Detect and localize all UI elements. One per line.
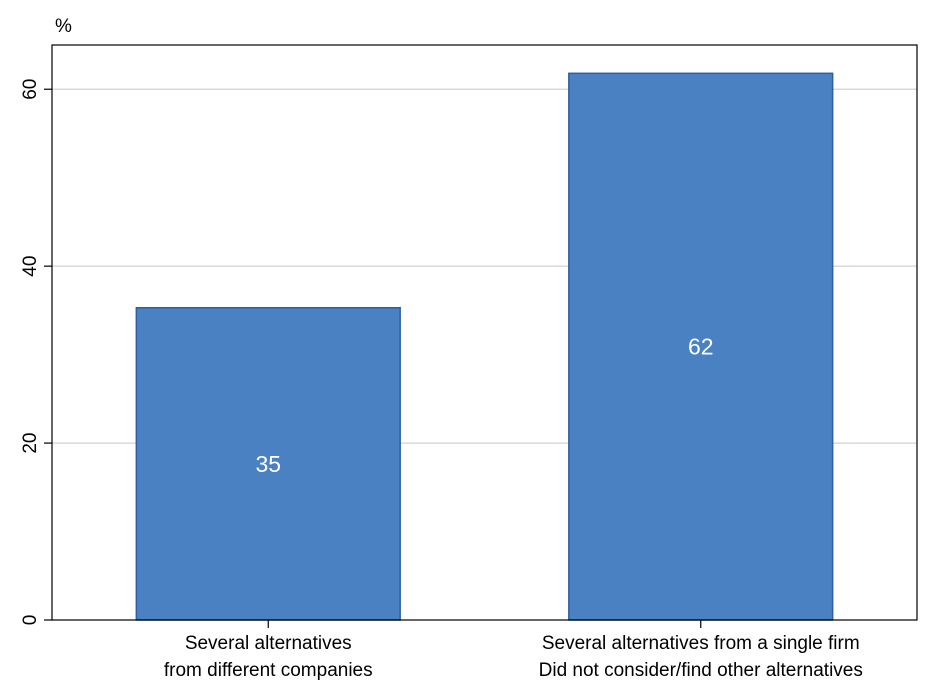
- x-tick-label: Several alternatives: [185, 633, 352, 654]
- x-tick-label: Several alternatives from a single firm: [542, 633, 860, 654]
- bar-value-label: 62: [688, 334, 714, 360]
- x-tick-label: Did not consider/find other alternatives: [539, 660, 863, 681]
- x-axis-ticks: Several alternatives from different compa…: [164, 620, 863, 681]
- bar-value-label: 35: [255, 451, 281, 477]
- bars: 35 62: [135, 72, 834, 621]
- bar: [135, 306, 401, 621]
- bar: [568, 72, 834, 621]
- y-tick-label: 60: [20, 79, 41, 100]
- x-tick-label: from different companies: [164, 660, 373, 681]
- y-tick-label: 0: [20, 615, 41, 626]
- y-axis-unit-label: %: [55, 16, 72, 37]
- plot-frame: [51, 44, 918, 621]
- y-tick-label: 20: [20, 433, 41, 454]
- y-axis-ticks: 0 20 40 60: [20, 79, 52, 626]
- y-tick-label: 40: [20, 256, 41, 277]
